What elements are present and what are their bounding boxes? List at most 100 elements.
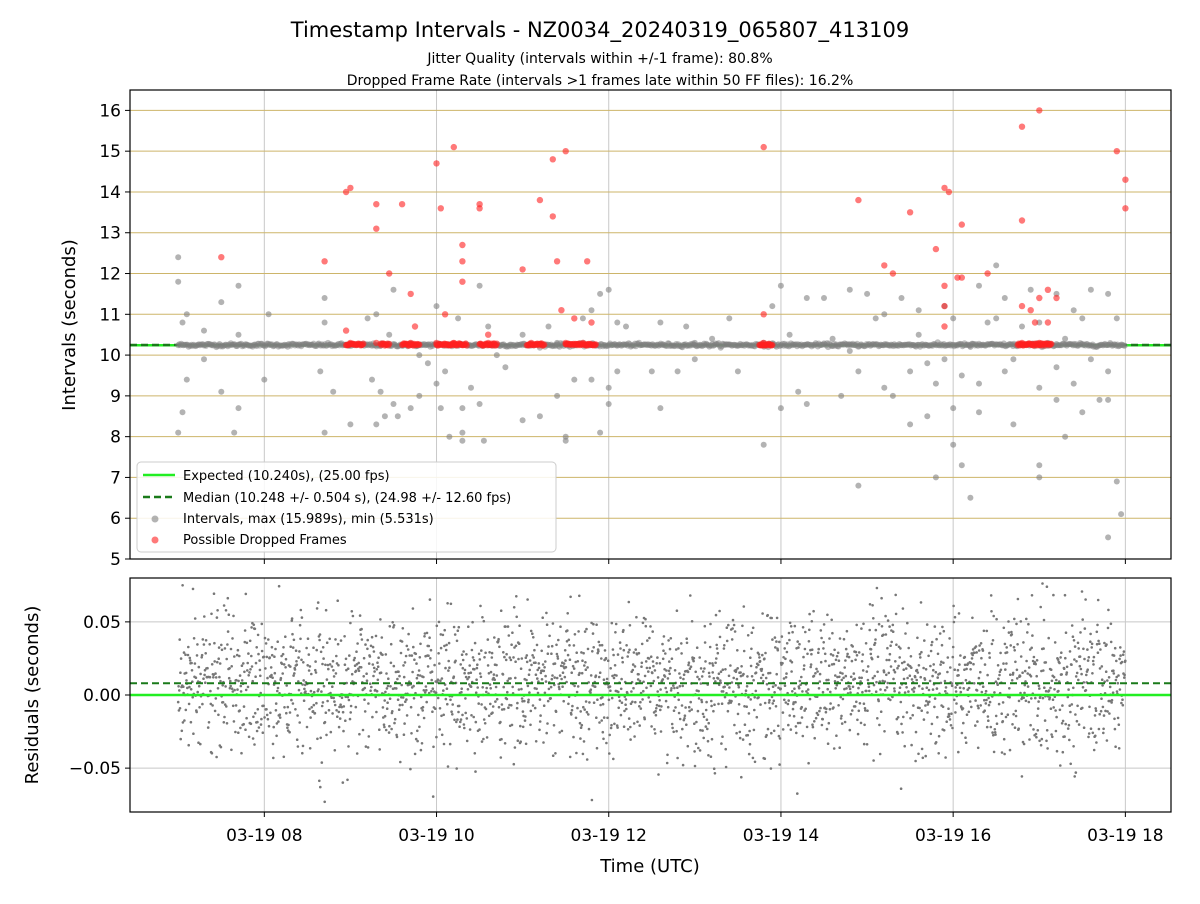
interval-point [1062, 434, 1068, 440]
residual-point [990, 594, 993, 597]
residual-point [464, 697, 467, 700]
residual-point [257, 634, 260, 637]
residual-point [592, 646, 595, 649]
residual-point [526, 661, 529, 664]
residual-point [393, 665, 396, 668]
residual-point [664, 687, 667, 690]
residual-point [335, 709, 338, 712]
residual-point [845, 675, 848, 678]
residual-point [459, 721, 462, 724]
interval-point [606, 385, 612, 391]
residual-point [535, 673, 538, 676]
residual-point [829, 691, 832, 694]
residual-point [599, 704, 602, 707]
residual-point [610, 727, 613, 730]
residual-point [319, 786, 322, 789]
residual-point [806, 653, 809, 656]
residual-point [965, 679, 968, 682]
residual-point [342, 781, 345, 784]
residual-point [1027, 685, 1030, 688]
residual-point [932, 688, 935, 691]
residual-point [294, 708, 297, 711]
residual-point [481, 740, 484, 743]
residual-point [321, 761, 324, 764]
residual-point [1026, 631, 1029, 634]
residual-point [662, 649, 665, 652]
residual-point [336, 715, 339, 718]
residual-point [461, 653, 464, 656]
residual-point [453, 675, 456, 678]
residual-point [952, 605, 955, 608]
residual-point [903, 661, 906, 664]
dropped-frame-point [1019, 124, 1025, 130]
residual-point [926, 686, 929, 689]
residual-point [887, 682, 890, 685]
interval-point [322, 320, 328, 326]
residual-point [695, 721, 698, 724]
residual-point [1020, 655, 1023, 658]
interval-point [347, 421, 353, 427]
x-tick-label: 03-19 12 [571, 826, 647, 846]
residual-point [662, 658, 665, 661]
dropped-frame-point [412, 323, 418, 329]
dropped-frame-point [1045, 319, 1051, 325]
residual-point [825, 708, 828, 711]
residual-point [208, 643, 211, 646]
residual-point [608, 752, 611, 755]
residual-point [531, 654, 534, 657]
residual-point [887, 619, 890, 622]
residual-point [609, 689, 612, 692]
residual-point [944, 690, 947, 693]
residual-point [543, 670, 546, 673]
residual-point [744, 723, 747, 726]
residual-point [315, 702, 318, 705]
residual-point [661, 643, 664, 646]
residual-point [1110, 641, 1113, 644]
dropped-frame-point [451, 144, 457, 150]
residual-point [238, 709, 241, 712]
residual-point [1044, 719, 1047, 722]
residual-point [624, 703, 627, 706]
dropped-frame-point [476, 205, 482, 211]
residual-point [992, 734, 995, 737]
residual-point [812, 610, 815, 613]
residual-point [306, 664, 309, 667]
interval-point [614, 368, 620, 374]
bottom-y-tick-label: 0.05 [83, 613, 121, 633]
residual-point [874, 642, 877, 645]
residual-point [633, 735, 636, 738]
residual-point [403, 722, 406, 725]
interval-point [649, 368, 655, 374]
residual-point [395, 687, 398, 690]
residual-point [832, 654, 835, 657]
residual-point [416, 730, 419, 733]
residual-point [445, 644, 448, 647]
interval-point [1010, 421, 1016, 427]
residual-point [768, 701, 771, 704]
residual-point [1030, 647, 1033, 650]
residual-point [736, 649, 739, 652]
residual-point [467, 672, 470, 675]
residual-point [202, 677, 205, 680]
residual-point [573, 685, 576, 688]
residual-point [713, 767, 716, 770]
residual-point [1091, 643, 1094, 646]
residual-point [625, 698, 628, 701]
residual-point [534, 661, 537, 664]
residual-point [868, 690, 871, 693]
residual-point [458, 725, 461, 728]
residual-point [941, 626, 944, 629]
residual-point [957, 674, 960, 677]
residual-point [919, 656, 922, 659]
residual-point [591, 650, 594, 653]
residual-point [727, 710, 730, 713]
residual-point [348, 699, 351, 702]
residual-point [775, 705, 778, 708]
residual-point [709, 646, 712, 649]
dropped-frame-point [563, 340, 569, 346]
interval-point [692, 356, 698, 362]
residual-point [1121, 661, 1124, 664]
residual-point [262, 731, 265, 734]
residual-point [327, 664, 330, 667]
residual-point [633, 722, 636, 725]
